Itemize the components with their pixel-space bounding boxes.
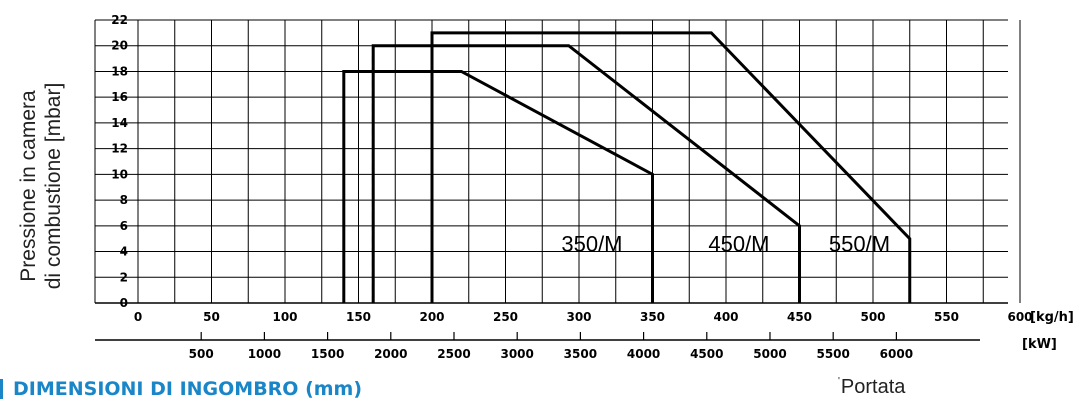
series-label: 450/M [708,232,769,257]
y-tick-label: 2 [120,270,128,284]
x-axis-title-text: Portata [840,376,906,398]
x-axis-title: 'Portata [838,376,905,399]
x2-tick-label: 3000 [500,347,533,361]
x2-tick-label: 2500 [437,347,470,361]
x2-tick-label: 3500 [564,347,597,361]
section-heading-text: DIMENSIONI DI INGOMBRO (mm) [13,377,363,400]
axes [95,302,1008,341]
x-tick-label: 400 [713,310,738,324]
x-tick-label: 300 [566,310,591,324]
y-tick-label: 18 [111,64,128,78]
x2-tick-label: 5500 [816,347,849,361]
y-axis-title-line-2: di combustione [mbar] [42,82,65,290]
y-tick-label: 10 [111,167,128,181]
x-tick-label: 500 [860,310,885,324]
x-tick-label: 150 [346,310,371,324]
y-tick-label: 20 [111,39,128,53]
x-unit-label: [kg/h] [1030,310,1074,325]
x2-unit-label: [kW] [1022,337,1057,352]
x-tick-label: 0 [134,310,142,324]
x-tick-label: 50 [203,310,220,324]
x2-tick-label: 4500 [690,347,723,361]
series-line [430,31,912,303]
x2-tick-label: 5000 [753,347,786,361]
labels: 0 2 4 6 8 10 12 14 16 18 20 22 0 50 100 150 200 250 300 350… [111,13,1074,361]
x2-tick-label: 1000 [248,347,281,361]
series-label: 550/M [829,232,890,257]
series [342,31,912,303]
x2-tick-label: 2000 [374,347,407,361]
chart: 0 2 4 6 8 10 12 14 16 18 20 22 0 50 100 150 200 250 300 350… [94,13,1074,361]
x2-tick-label: 500 [189,347,214,361]
y-tick-label: 6 [120,219,128,233]
y-axis-title: Pressione in camera di combustione [mbar… [4,0,78,372]
grid [94,19,1021,304]
x-tick-label: 250 [493,310,518,324]
y-tick-label: 14 [111,116,128,130]
y-tick-label: 16 [111,90,128,104]
y-tick-label: 12 [111,142,128,156]
section-heading: DIMENSIONI DI INGOMBRO (mm) [0,376,362,401]
series-line [342,69,654,303]
y-tick-label: 8 [120,193,128,207]
y-axis-title-line-1: Pressione in camera [17,90,40,282]
x-tick-label: 350 [640,310,665,324]
x2-tick-label: 1500 [311,347,344,361]
x-tick-label: 450 [787,310,812,324]
x-tick-label: 100 [272,310,297,324]
x-tick-label: 200 [419,310,444,324]
y-tick-label: 4 [120,245,128,259]
x-tick-label: 600 [1007,310,1032,324]
x2-tick-label: 6000 [880,347,913,361]
y-tick-label: 22 [111,13,128,27]
x2-tick-label: 4000 [627,347,660,361]
series-label: 350/M [561,232,622,257]
section-heading-bar [0,378,3,399]
x-axis-title-tick: ' [838,376,840,387]
x-tick-label: 550 [934,310,959,324]
y-tick-label: 0 [120,296,128,310]
